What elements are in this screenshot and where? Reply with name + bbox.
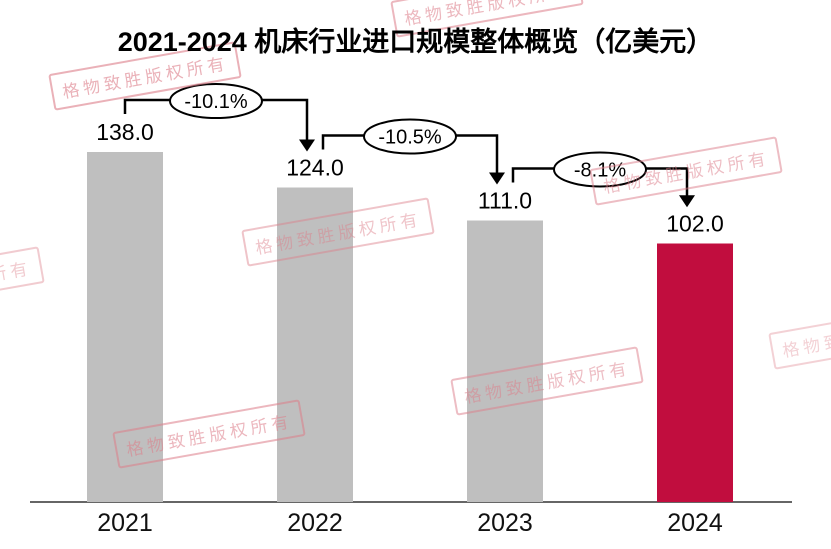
x-tick-label-2021: 2021 bbox=[97, 509, 153, 537]
change-label-3: -8.1% bbox=[574, 159, 626, 181]
change-label-1: -10.1% bbox=[184, 91, 248, 113]
bar-2021 bbox=[87, 152, 163, 502]
chart-title: 2021-2024 机床行业进口规模整体概览（亿美元） bbox=[117, 27, 714, 57]
x-tick-label-2022: 2022 bbox=[287, 509, 343, 537]
bar-2024 bbox=[657, 243, 733, 502]
arrowhead-icon bbox=[489, 172, 505, 185]
change-ellipse-3 bbox=[553, 151, 647, 188]
value-label-2024: 102.0 bbox=[666, 210, 724, 236]
change-label-2: -10.5% bbox=[378, 127, 442, 149]
change-ellipse-1 bbox=[169, 83, 263, 119]
arrowhead-icon bbox=[299, 139, 315, 152]
x-tick-label-2023: 2023 bbox=[477, 509, 533, 537]
change-ellipse-2 bbox=[363, 118, 457, 155]
value-label-2021: 138.0 bbox=[96, 119, 154, 145]
bar-2022 bbox=[277, 187, 353, 502]
value-label-2023: 111.0 bbox=[478, 187, 532, 213]
x-tick-label-2024: 2024 bbox=[667, 509, 723, 537]
arrowhead-icon bbox=[679, 195, 695, 208]
value-label-2022: 124.0 bbox=[286, 155, 344, 181]
bar-2023 bbox=[467, 220, 543, 502]
